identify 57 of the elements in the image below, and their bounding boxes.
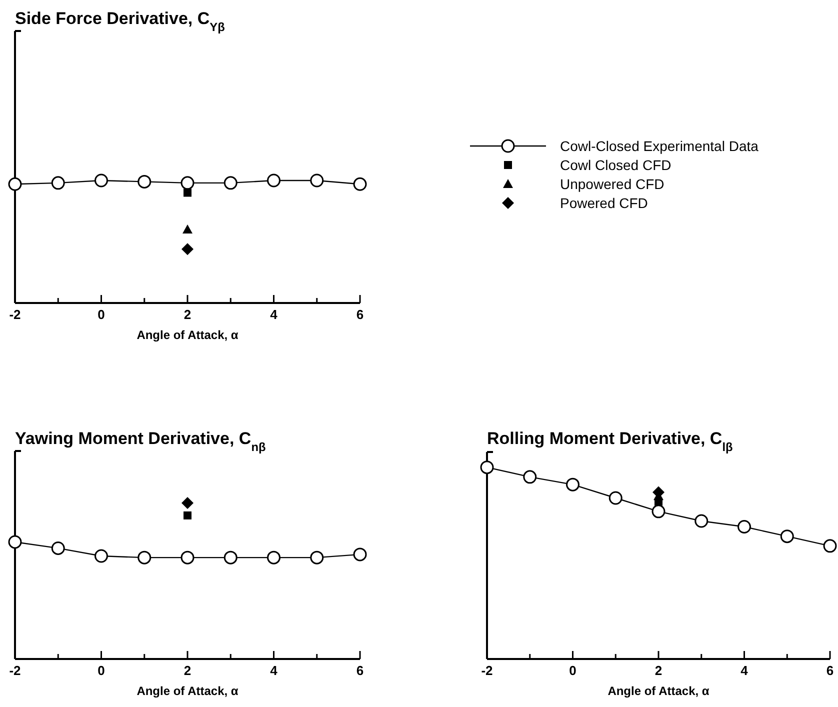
x-tick-label: 2 <box>654 663 662 678</box>
text: Unpowered CFD <box>560 176 664 192</box>
point <box>480 460 494 474</box>
point <box>182 243 194 256</box>
point <box>184 188 192 197</box>
x-tick-label: 2 <box>184 307 192 322</box>
point <box>184 511 192 520</box>
point <box>94 549 108 563</box>
x-tick-label: 6 <box>356 663 364 678</box>
chart-title: Side Force Derivative, C$_{Yβ}$ <box>15 9 225 34</box>
point <box>608 491 622 505</box>
point <box>180 176 194 190</box>
point <box>353 548 367 562</box>
x-tick-label: 4 <box>740 663 749 678</box>
point <box>180 550 194 564</box>
x-tick-label: 6 <box>356 307 364 322</box>
point <box>138 550 152 564</box>
point <box>523 470 537 484</box>
point <box>566 478 580 492</box>
x-tick-label: 4 <box>270 663 278 678</box>
point <box>182 224 192 234</box>
text: Powered CFD <box>560 195 648 211</box>
chart-title: Rolling Moment Derivative, C$_{lβ}$ <box>487 429 733 454</box>
point <box>8 535 22 549</box>
point <box>310 550 324 564</box>
point <box>310 174 324 188</box>
point <box>738 520 751 534</box>
x-axis-title: Angle of Attack, α <box>608 684 710 698</box>
point <box>780 530 794 544</box>
point <box>823 539 837 553</box>
x-tick-label: -2 <box>9 663 21 678</box>
point <box>94 174 108 188</box>
point <box>353 177 367 191</box>
point <box>138 174 152 188</box>
point <box>51 541 65 555</box>
point <box>267 550 280 564</box>
point <box>8 177 22 191</box>
point <box>224 176 238 190</box>
x-axis-title: Angle of Attack, α <box>136 684 239 698</box>
x-tick-label: 6 <box>826 663 834 678</box>
point <box>182 496 194 509</box>
text: Cowl Closed CFD <box>560 157 672 173</box>
text: Cowl-Closed Experimental Data <box>560 138 759 154</box>
x-tick-label: 2 <box>184 663 192 678</box>
x-tick-label: -2 <box>481 663 493 678</box>
chart-title: Yawing Moment Derivative, C$_{nβ}$ <box>15 429 266 454</box>
x-tick-label: 0 <box>98 307 105 322</box>
x-tick-label: 4 <box>270 307 278 322</box>
point <box>652 504 666 518</box>
point <box>694 514 708 528</box>
x-tick-label: 0 <box>569 663 576 678</box>
x-tick-label: -2 <box>9 307 21 322</box>
x-axis-title: Angle of Attack, α <box>136 328 239 342</box>
point <box>224 550 238 564</box>
point <box>51 176 65 190</box>
x-tick-label: 0 <box>98 663 105 678</box>
point <box>267 174 280 188</box>
